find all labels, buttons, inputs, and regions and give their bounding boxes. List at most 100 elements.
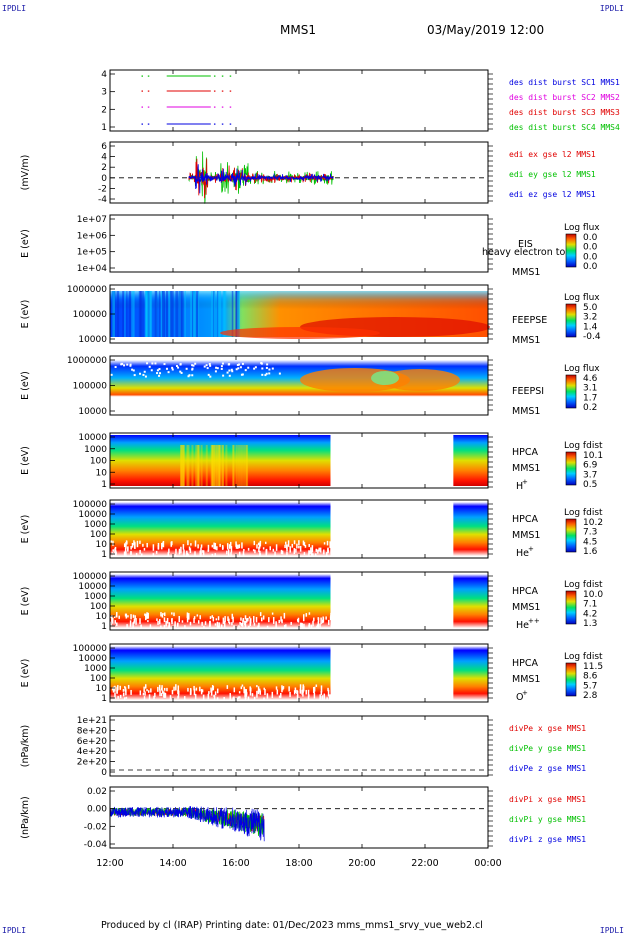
- spectrogram-dropout: [276, 689, 279, 695]
- spectrogram-dropout: [235, 541, 237, 547]
- legend-entry: des dist burst SC4 MMS4: [509, 123, 620, 132]
- corner-label-bottom-right: IPDLI: [599, 926, 624, 935]
- spectrogram-dropout: [262, 615, 265, 620]
- spectrogram-dropout: [282, 686, 285, 689]
- spectrogram-speckle: [131, 368, 134, 371]
- spectrogram-dropout: [193, 616, 196, 620]
- spectrogram-dropout: [177, 690, 180, 698]
- spectrogram-dropout: [130, 689, 132, 695]
- spectrogram-dropout: [244, 690, 246, 698]
- spectrogram-speckle: [191, 374, 194, 377]
- corner-label-top-left: IPDLI: [2, 4, 27, 13]
- spectrogram-stripe: [193, 291, 197, 337]
- spectrogram-dropout: [127, 546, 129, 551]
- spectrogram-dropout: [174, 624, 176, 630]
- spectrogram-stripe: [211, 445, 214, 486]
- spectrogram-dropout: [200, 544, 203, 548]
- spectrogram-speckle: [253, 367, 256, 370]
- spectrogram-dropout: [317, 549, 319, 554]
- spectrogram-stripe: [128, 291, 132, 337]
- spectrogram-dropout: [319, 694, 321, 701]
- spectrogram-dropout: [244, 697, 247, 704]
- spectrogram-dropout: [317, 617, 320, 623]
- spectrogram-speckle: [114, 366, 117, 369]
- spectrogram-dropout: [237, 544, 239, 549]
- burst-dot: [229, 123, 232, 125]
- spectrogram-dropout: [249, 691, 252, 696]
- y-axis-label: E (eV): [20, 446, 31, 475]
- spectrogram-dropout: [147, 612, 149, 619]
- spectrogram-dropout: [296, 690, 299, 697]
- spectrogram-dropout: [133, 618, 136, 623]
- spectrogram-speckle: [167, 371, 170, 374]
- spectrogram-stripe: [221, 445, 224, 486]
- spectrogram-stripe: [138, 291, 142, 337]
- y-tick-label: 10: [96, 468, 108, 478]
- y-tick-label: 6e+20: [77, 737, 108, 747]
- spectrogram-dropout: [158, 684, 161, 691]
- y-tick-label: 10000: [78, 407, 107, 417]
- colorbar-tick: 4.6: [583, 374, 598, 384]
- spectrogram-dropout: [118, 615, 120, 619]
- spectrogram-dropout: [233, 625, 235, 628]
- footer-text: Produced by cl (IRAP) Printing date: 01/…: [101, 920, 483, 931]
- spectrogram-dropout: [146, 542, 148, 548]
- spectrogram-dropout: [244, 620, 246, 626]
- spectrogram-dropout: [116, 687, 118, 694]
- spectrogram-stripe: [184, 291, 186, 337]
- spectrogram-speckle: [129, 364, 132, 367]
- spectrogram-dropout: [329, 541, 331, 549]
- spectrogram-dropout: [163, 687, 166, 691]
- spectrogram-dropout: [199, 686, 201, 692]
- y-tick-label: 2e+20: [77, 758, 108, 768]
- spectrogram-dropout: [322, 617, 325, 623]
- spectrogram-dropout: [227, 549, 230, 557]
- spectrogram-dropout: [201, 689, 204, 693]
- spectrogram-stripe: [200, 445, 203, 486]
- spectrogram-dropout: [166, 617, 169, 624]
- spectrogram-top: [110, 291, 488, 309]
- spectrogram-dropout: [210, 687, 212, 693]
- spectrogram-dropout: [140, 624, 142, 628]
- spectrogram-dropout: [123, 697, 126, 704]
- spectrogram-dropout: [298, 545, 300, 549]
- spectrogram-dropout: [135, 553, 138, 556]
- spectrogram-dropout: [146, 612, 148, 619]
- spectrogram-dropout: [194, 693, 197, 700]
- spectrogram-dropout: [319, 623, 321, 628]
- spectrogram-speckle: [261, 373, 264, 376]
- spectrogram-dropout: [291, 543, 294, 548]
- colorbar-tick: 0.2: [583, 403, 597, 413]
- spectrogram-dropout: [202, 694, 205, 702]
- y-axis-label: E (eV): [20, 659, 31, 688]
- spectrogram-segment: [453, 502, 488, 556]
- spectrogram-dropout: [286, 551, 288, 556]
- spectrogram-speckle: [192, 364, 195, 367]
- spectrogram-dropout: [139, 618, 141, 624]
- colorbar-tick: 7.3: [583, 528, 597, 538]
- spectrogram-dropout: [325, 616, 327, 620]
- spectrogram-dropout: [143, 686, 145, 692]
- spectrogram-dropout: [129, 620, 132, 627]
- spectrogram-dropout: [274, 551, 276, 558]
- spectrogram-dropout: [230, 552, 232, 558]
- spectrogram-dropout: [230, 546, 233, 553]
- spectrogram-segment: [110, 435, 331, 486]
- spectrogram-dropout: [133, 542, 136, 546]
- spectrogram-dropout: [311, 545, 314, 552]
- spectrogram-dropout: [248, 616, 251, 619]
- spectrogram-dropout: [261, 617, 263, 622]
- spectrogram-dropout: [217, 625, 220, 630]
- spectrogram-dropout: [228, 544, 231, 549]
- spacecraft-label: MMS1: [512, 463, 540, 474]
- spectrogram-dropout: [200, 550, 202, 557]
- spectrogram-dropout: [113, 553, 115, 559]
- spectrogram-dropout: [146, 689, 148, 692]
- spectrogram-speckle: [260, 362, 263, 365]
- spectrogram-dropout: [296, 694, 299, 701]
- spectrogram-dropout: [216, 697, 219, 704]
- burst-dot: [213, 90, 216, 92]
- y-axis-label: (nPa/km): [20, 725, 31, 768]
- spectrogram-stripe: [232, 445, 235, 486]
- legend-entry: divPe y gse MMS1: [509, 744, 586, 753]
